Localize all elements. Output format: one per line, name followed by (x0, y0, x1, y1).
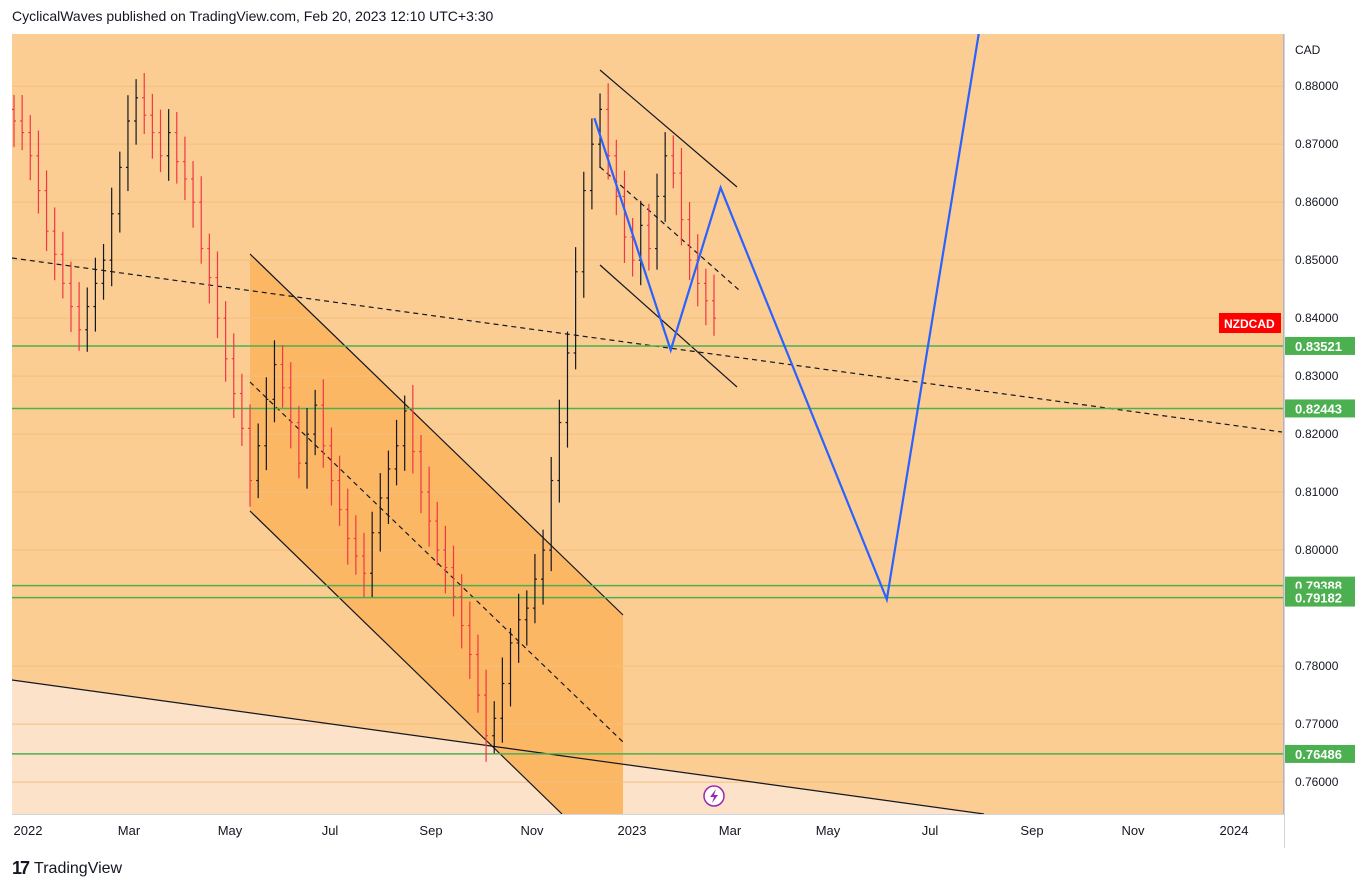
price-axis-scale: CAD 0.88000 0.87000 0.86000 0.85000 0.84000 0.… (1285, 43, 1355, 789)
time-axis-scale: 2022 Mar May Jul Sep Nov 2023 Mar May Jul Sep Nov 20… (14, 823, 1249, 838)
price-tick-label: 0.88000 (1295, 79, 1339, 93)
currency-label: CAD (1295, 43, 1321, 57)
long-term-trendline (12, 679, 985, 814)
channel-upper-line (249, 253, 624, 616)
time-tick-label: 2022 (14, 823, 43, 838)
price-tick-label: 0.86000 (1295, 195, 1339, 209)
time-tick-label: 2023 (618, 823, 647, 838)
axis-divider (1283, 34, 1284, 848)
lightning-icon (703, 785, 725, 807)
support-level-tag (1285, 336, 1355, 355)
descending-channel-fill (250, 254, 623, 814)
tradingview-brand: TradingView (34, 859, 123, 877)
chart-pane[interactable]: NZDCAD (12, 34, 1284, 814)
support-level-tag-label: 0.82443 (1295, 401, 1342, 416)
price-chart[interactable]: NZDCAD (12, 34, 1284, 814)
tradingview-footer[interactable]: 17 TradingView (12, 858, 122, 879)
time-tick-label: Mar (719, 823, 742, 838)
price-tick-label: 0.82000 (1295, 427, 1339, 441)
price-tick-label: 0.80000 (1295, 543, 1339, 557)
time-tick-label: Mar (118, 823, 141, 838)
support-level-tag (1285, 744, 1355, 763)
time-tick-label: Sep (1020, 823, 1043, 838)
price-tick-label: 0.77000 (1295, 717, 1339, 731)
time-tick-label: Sep (419, 823, 442, 838)
time-axis[interactable]: 2022 Mar May Jul Sep Nov 2023 Mar May Jul Sep Nov 20… (12, 814, 1284, 849)
projection-path (593, 34, 980, 604)
publish-header: CyclicalWaves published on TradingView.c… (12, 8, 494, 24)
time-tick-label: Nov (520, 823, 544, 838)
price-tick-label: 0.85000 (1295, 253, 1339, 267)
price-tick-label: 0.81000 (1295, 485, 1339, 499)
support-level-tag (1285, 588, 1355, 607)
grid-lines (12, 85, 1284, 783)
candles (12, 73, 716, 762)
lightning-icon-bolt (710, 789, 718, 803)
time-tick-label: Jul (322, 823, 339, 838)
long-dashed-trendline (12, 257, 1283, 433)
symbol-tag-label: NZDCAD (1224, 317, 1275, 331)
flag-lower-line (599, 264, 738, 388)
support-level-tag-label: 0.83521 (1295, 339, 1342, 354)
chart-background (12, 34, 1284, 814)
price-tick-label: 0.76000 (1295, 775, 1339, 789)
time-tick-label: 2024 (1220, 823, 1249, 838)
time-tick-label: Nov (1121, 823, 1145, 838)
price-tick-label: 0.78000 (1295, 659, 1339, 673)
symbol-tag (1219, 313, 1281, 333)
flag-midline (599, 166, 740, 291)
price-axis[interactable]: CAD 0.88000 0.87000 0.86000 0.85000 0.84000 0.… (1284, 34, 1368, 848)
tradingview-logo-icon: 17 (12, 858, 30, 878)
support-level-tag (1285, 399, 1355, 418)
support-levels (12, 345, 1284, 755)
flag-upper-line (599, 69, 738, 188)
channel-lower-line (249, 510, 563, 814)
support-level-tag-label: 0.79182 (1295, 591, 1342, 606)
price-tick-label: 0.84000 (1295, 311, 1339, 325)
time-tick-label: Jul (922, 823, 939, 838)
time-tick-label: May (816, 823, 841, 838)
trend-lines (12, 69, 1283, 814)
support-level-tag-label: 0.76486 (1295, 747, 1342, 762)
time-tick-label: May (218, 823, 243, 838)
price-tick-label: 0.87000 (1295, 137, 1339, 151)
price-tick-label: 0.83000 (1295, 369, 1339, 383)
